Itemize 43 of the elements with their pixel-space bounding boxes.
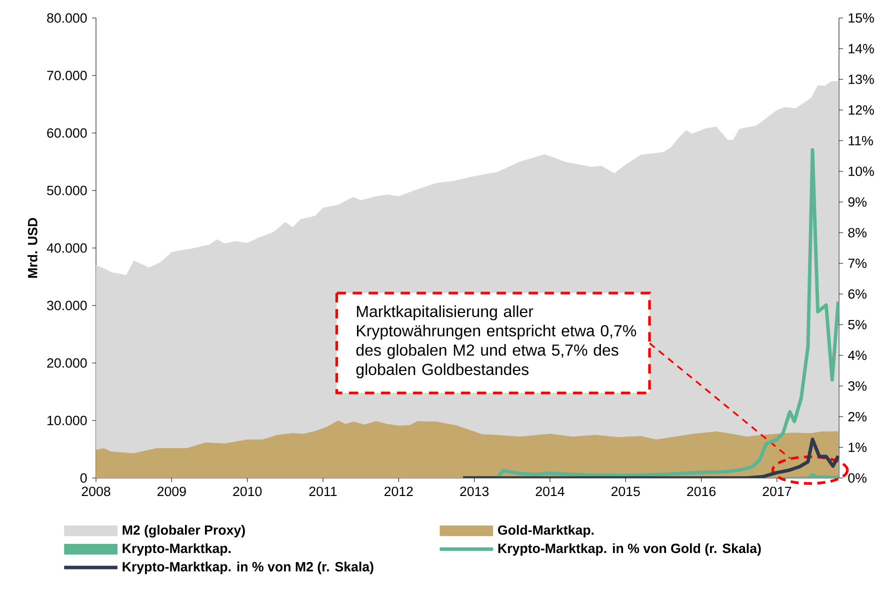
x-tick-label: 2017 [762,486,792,496]
y2-tick-label: 14% [848,44,874,54]
x-tick-label: 2014 [536,486,564,496]
y-tick-label: 60.000 [47,128,87,138]
y-tick-label: 50.000 [47,186,87,196]
y-axis-title: Mrd. USD [28,218,38,278]
y2-tick-label: 4% [848,350,867,360]
y-tick-label: 0 [80,473,87,483]
y-tick-label: 80.000 [47,13,87,23]
x-tick-label: 2011 [309,486,337,496]
y-tick-label: 10.000 [48,416,87,426]
annotation: Marktkapitalisierung aller Kryptowährungen entspricht etwa 0,7% des globalen M2 und etwa 5,7% des globalen Goldbestandes [356,305,636,378]
y2-tick-label: 1% [848,442,867,452]
legend-label: M2 (globaler Proxy) [122,525,245,538]
legend-label: Gold-Marktkap. [498,525,594,538]
y2-tick-label: 0% [848,473,867,483]
y-tick-label: 20.000 [47,358,87,368]
x-tick-label: 2009 [158,486,186,496]
y-tick-label: 40.000 [46,243,87,253]
y2-tick-label: 7% [848,258,867,268]
x-tick-label: 2010 [233,486,262,496]
legend-label: Krypto-Marktkap. in % von Gold (r. Skala) [498,543,761,556]
y2-tick-label: 5% [848,320,867,330]
legend-label: Krypto-Marktkap. [122,543,231,556]
y2-tick-label: 9% [848,197,867,207]
y2-tick-label: 2% [848,412,867,422]
legend-label: Krypto-Marktkap. in % von M2 (r. Skala) [122,562,374,574]
x-tick-label: 2012 [384,486,413,496]
y2-tick-label: 10% [848,166,874,176]
y2-tick-label: 12% [848,105,874,115]
y2-tick-label: 3% [848,381,867,391]
x-tick-label: 2015 [611,486,640,496]
y2-tick-label: 6% [848,289,867,299]
y2-tick-label: 11% [848,136,873,146]
x-tick-label: 2016 [687,486,716,496]
y-tick-label: 70.000 [47,70,87,80]
y-tick-label: 30.000 [47,300,87,310]
x-tick-label: 2008 [82,486,110,496]
y2-tick-label: 13% [848,74,874,84]
x-tick-label: 2013 [460,486,489,496]
y2-tick-label: 8% [848,228,867,238]
y2-tick-label: 15% [848,13,874,23]
line-series [461,438,840,478]
